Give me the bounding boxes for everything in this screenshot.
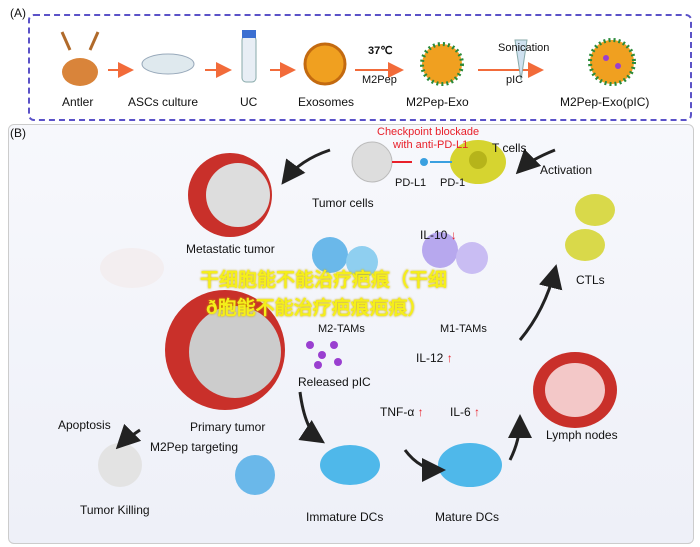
pic-label: pIC	[506, 74, 524, 86]
step-m2pep-exo-pic: M2Pep-Exo(pIC)	[560, 95, 650, 109]
step-ascs-culture: ASCs culture	[128, 95, 199, 109]
sonication-label: Sonication	[498, 42, 550, 54]
apoptosis-label: Apoptosis	[58, 418, 111, 432]
tube-icon	[241, 30, 257, 83]
temperature-label: 37℃	[368, 45, 393, 57]
arrow-6	[281, 148, 331, 185]
ligand-dot	[420, 158, 428, 166]
primary-tumor-illustration	[165, 290, 285, 410]
ctl-cells	[565, 194, 615, 261]
ctls-label: CTLs	[576, 273, 605, 287]
m2pep-label: M2Pep	[362, 74, 397, 86]
m2pep-targeting-label: M2Pep targeting	[150, 440, 239, 454]
checkpoint-label: Checkpoint blockade	[377, 126, 480, 138]
il10-label: IL-10 ↓	[420, 228, 457, 242]
watermark-line-2: ð胞能不能治疗疤痕疤痕）	[206, 298, 427, 319]
m2pep-exo-pic-icon	[588, 38, 636, 86]
metastatic-tumor-illustration	[188, 153, 272, 237]
sonication-tube-icon	[514, 39, 528, 81]
panel-a-tag: (A)	[10, 6, 26, 20]
lymph-nodes-label: Lymph nodes	[546, 428, 618, 442]
up-arrow-icon: ↑	[417, 405, 424, 419]
tumor-cells-label: Tumor cells	[312, 196, 374, 210]
immature-dc-icon	[320, 445, 380, 485]
il6-label: IL-6 ↑	[450, 405, 480, 419]
up-arrow-icon: ↑	[446, 351, 453, 365]
tnfa-text: TNF-α	[380, 405, 415, 419]
metastatic-tumor-label: Metastatic tumor	[186, 242, 275, 256]
tumor-cell-icon	[351, 141, 393, 183]
panel-b-tag: (B)	[10, 126, 26, 140]
arrow-7	[515, 148, 556, 175]
il10-text: IL-10	[420, 228, 448, 242]
mature-dc-icon	[438, 443, 502, 487]
tumor-killing-label: Tumor Killing	[80, 503, 150, 517]
immature-dcs-label: Immature DCs	[306, 510, 384, 524]
released-pic-label: Released pIC	[298, 375, 371, 389]
t-cells-label: T cells	[492, 141, 527, 155]
step-uc: UC	[240, 95, 258, 109]
step-exosomes: Exosomes	[298, 95, 355, 109]
tumor-killing-icon	[98, 443, 142, 487]
step-antler: Antler	[62, 95, 94, 109]
il12-label: IL-12 ↑	[416, 351, 453, 365]
arrow-10	[507, 414, 532, 461]
pd-l1-label: PD-L1	[395, 177, 427, 189]
targeted-cell-icon	[235, 455, 275, 495]
m2-tam-cells	[312, 237, 378, 278]
checkpoint-label-2: with anti-PD-L1	[393, 139, 469, 151]
mouse-icon	[100, 248, 164, 288]
up-arrow-icon: ↑	[474, 405, 481, 419]
tnfa-label: TNF-α ↑	[380, 405, 424, 419]
pd-1-label: PD-1	[440, 177, 466, 189]
il12-text: IL-12	[416, 351, 444, 365]
mature-dcs-label: Mature DCs	[435, 510, 500, 524]
primary-tumor-label: Primary tumor	[190, 420, 266, 434]
arrow-9	[298, 391, 325, 444]
m1-tam-cells	[422, 232, 488, 274]
arrow-11	[518, 264, 563, 341]
lymph-node-icon	[533, 352, 617, 428]
step-m2pep-exo: M2Pep-Exo	[406, 95, 469, 109]
t-cell-icon	[450, 140, 506, 184]
down-arrow-icon: ↓	[450, 228, 457, 242]
m1-tams-label: M1-TAMs	[440, 323, 487, 335]
exosome-icon	[303, 42, 347, 86]
panel-a-box	[28, 14, 692, 121]
m2-tams-label: M2-TAMs	[318, 323, 365, 335]
il6-text: IL-6	[450, 405, 471, 419]
deer-icon	[60, 31, 100, 86]
activation-label: Activation	[540, 163, 593, 177]
petri-dish-icon	[141, 53, 195, 75]
m2pep-exo-icon	[420, 42, 464, 86]
arrow-8	[403, 449, 446, 482]
watermark-line-1: 干细胞能不能治疗疤痕（干细	[200, 270, 448, 291]
arrow-12	[115, 423, 142, 450]
pic-particles	[306, 341, 342, 369]
